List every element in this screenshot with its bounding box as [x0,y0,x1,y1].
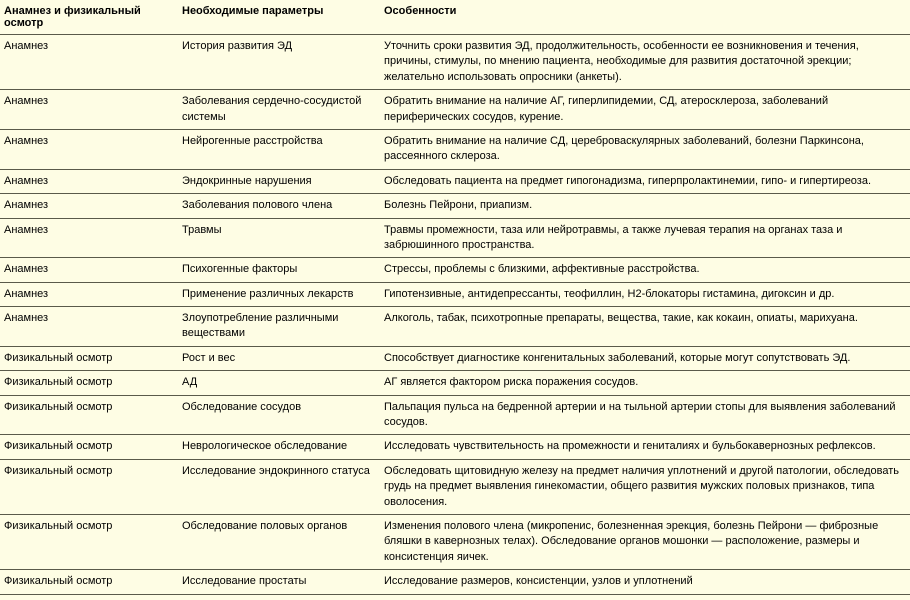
cell-details: Стрессы, проблемы с близкими, аффективны… [380,258,910,282]
cell-parameter: Обследование сосудов [178,395,380,435]
cell-category: Анамнез [0,169,178,193]
table-row: АнамнезЗлоупотребление различными вещест… [0,307,910,347]
table-row: Физикальный осмотр Рост и весСпособствуе… [0,346,910,370]
cell-category: Анамнез [0,194,178,218]
cell-parameter: АД [178,371,380,395]
table-row: АнамнезТравмыТравмы промежности, таза ил… [0,218,910,258]
cell-category: Анамнез [0,35,178,90]
table-header-row: Анамнез и физикальный осмотр Необходимые… [0,0,910,35]
cell-details: Болезнь Пейрони, приапизм. [380,194,910,218]
table-row: Физикальный осмотрНеврологическое обслед… [0,435,910,459]
cell-details: Изменения полового члена (микропенис, бо… [380,514,910,569]
cell-parameter: Обследование половых органов [178,514,380,569]
table-row: Физикальный осмотрОбследование сосудовПа… [0,395,910,435]
cell-category: Анамнез [0,282,178,306]
cell-category: Анамнез [0,218,178,258]
cell-parameter: Заболевания полового члена [178,194,380,218]
cell-details: Травмы промежности, таза или нейротравмы… [380,218,910,258]
cell-details: Алкоголь, табак, психотропные препараты,… [380,307,910,347]
table-row: АнамнезПрименение различных лекарствГипо… [0,282,910,306]
cell-category: Физикальный осмотр [0,371,178,395]
cell-category: Анамнез [0,129,178,169]
table-row: АнамнезЗаболевания сердечно-сосудистой с… [0,90,910,130]
cell-category: Анамнез [0,307,178,347]
table-row: АнамнезЗаболевания полового членаБолезнь… [0,194,910,218]
table-row: Физикальный осмотрИсследование эндокринн… [0,459,910,514]
cell-details: Обратить внимание на наличие АГ, гиперли… [380,90,910,130]
cell-parameter: Эндокринные нарушения [178,169,380,193]
cell-details: Способствует диагностике конгенитальных … [380,346,910,370]
cell-category: Физикальный осмотр [0,570,178,594]
cell-parameter: Применение различных лекарств [178,282,380,306]
cell-parameter: Психогенные факторы [178,258,380,282]
cell-category: Анамнез [0,258,178,282]
cell-parameter: Рост и вес [178,346,380,370]
header-col2: Необходимые параметры [178,0,380,35]
cell-details: Обследовать пациента на предмет гипогона… [380,169,910,193]
table-row: Физикальный осмотрАДАГ является фактором… [0,371,910,395]
cell-category: Физикальный осмотр [0,346,178,370]
table-row: АнамнезИстория развития ЭДУточнить сроки… [0,35,910,90]
cell-category: Физикальный осмотр [0,435,178,459]
cell-category: Физикальный осмотр [0,459,178,514]
cell-details: Гипотензивные, антидепрессанты, теофилли… [380,282,910,306]
table-body: АнамнезИстория развития ЭДУточнить сроки… [0,35,910,595]
table-row: АнамнезЭндокринные нарушенияОбследовать … [0,169,910,193]
cell-category: Физикальный осмотр [0,395,178,435]
table-row: АнамнезПсихогенные факторыСтрессы, пробл… [0,258,910,282]
cell-details: Уточнить сроки развития ЭД, продолжитель… [380,35,910,90]
header-col3: Особенности [380,0,910,35]
cell-details: Обследовать щитовидную железу на предмет… [380,459,910,514]
cell-parameter: Неврологическое обследование [178,435,380,459]
cell-category: Физикальный осмотр [0,514,178,569]
cell-details: Обратить внимание на наличие СД, церебро… [380,129,910,169]
cell-details: АГ является фактором риска поражения сос… [380,371,910,395]
medical-table: Анамнез и физикальный осмотр Необходимые… [0,0,910,595]
cell-details: Исследование размеров, консистенции, узл… [380,570,910,594]
table-row: Физикальный осмотрОбследование половых о… [0,514,910,569]
table-row: АнамнезНейрогенные расстройстваОбратить … [0,129,910,169]
cell-category: Анамнез [0,90,178,130]
cell-parameter: Заболевания сердечно-сосудистой системы [178,90,380,130]
cell-parameter: Нейрогенные расстройства [178,129,380,169]
cell-details: Пальпация пульса на бедренной артерии и … [380,395,910,435]
table-row: Физикальный осмотрИсследование простатыИ… [0,570,910,594]
cell-parameter: Травмы [178,218,380,258]
cell-parameter: История развития ЭД [178,35,380,90]
cell-parameter: Исследование эндокринного статуса [178,459,380,514]
cell-details: Исследовать чувствительность на промежно… [380,435,910,459]
header-col1: Анамнез и физикальный осмотр [0,0,178,35]
cell-parameter: Исследование простаты [178,570,380,594]
cell-parameter: Злоупотребление различными веществами [178,307,380,347]
